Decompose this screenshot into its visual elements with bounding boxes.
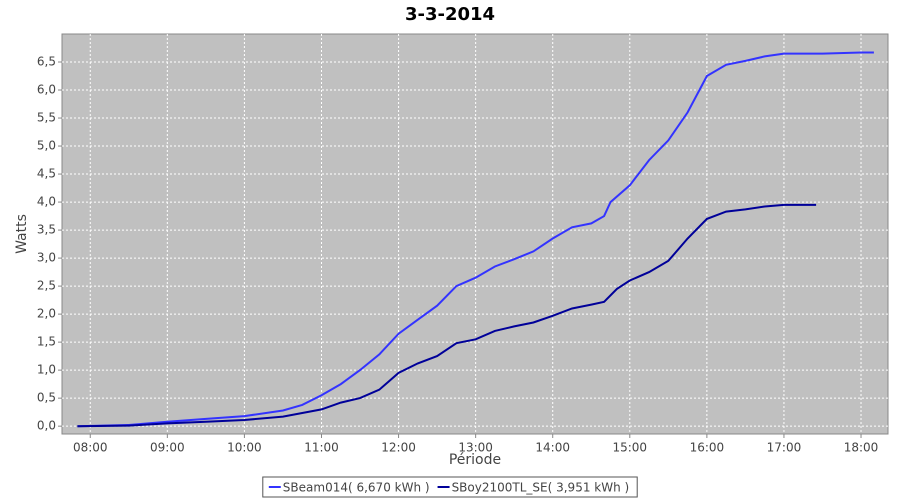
y-tick-label: 0,5 [37,391,56,405]
y-tick-label: 5,0 [37,139,56,153]
chart-title: 3-3-2014 [405,4,495,25]
y-tick-label: 0,0 [37,419,56,433]
y-tick-label: 5,5 [37,111,56,125]
x-tick-label: 18:00 [844,441,879,455]
x-axis-label: Période [449,452,501,468]
legend-box [262,476,638,498]
legend: SBeam014( 6,670 kWh ) SBoy2100TL_SE( 3,95… [262,476,638,498]
x-tick-label: 17:00 [767,441,802,455]
x-tick-label: 15:00 [612,441,647,455]
x-tick-label: 09:00 [150,441,185,455]
y-axis-label: Watts [14,214,30,254]
y-tick-label: 2,0 [37,307,56,321]
legend-label: SBoy2100TL_SE( 3,951 kWh ) [452,481,630,495]
x-tick-label: 12:00 [381,441,416,455]
x-tick-label: 10:00 [227,441,262,455]
y-tick-label: 2,5 [37,279,56,293]
y-tick-label: 6,5 [37,55,56,69]
plot-area [61,33,889,435]
x-tick-label: 14:00 [535,441,570,455]
x-tick-label: 13:00 [458,441,493,455]
series-line [77,51,874,428]
y-tick-label: 1,0 [37,363,56,377]
x-tick-label: 16:00 [690,441,725,455]
y-tick-label: 3,5 [37,223,56,237]
x-tick-label: 11:00 [304,441,339,455]
x-tick-label: 08:00 [73,441,108,455]
y-tick-label: 6,0 [37,83,56,97]
y-tick-label: 4,5 [37,167,56,181]
y-tick-label: 3,0 [37,251,56,265]
y-tick-label: 1,5 [37,335,56,349]
legend-label: SBeam014( 6,670 kWh ) [283,481,430,495]
series-line [77,203,817,428]
y-tick-label: 4,0 [37,195,56,209]
